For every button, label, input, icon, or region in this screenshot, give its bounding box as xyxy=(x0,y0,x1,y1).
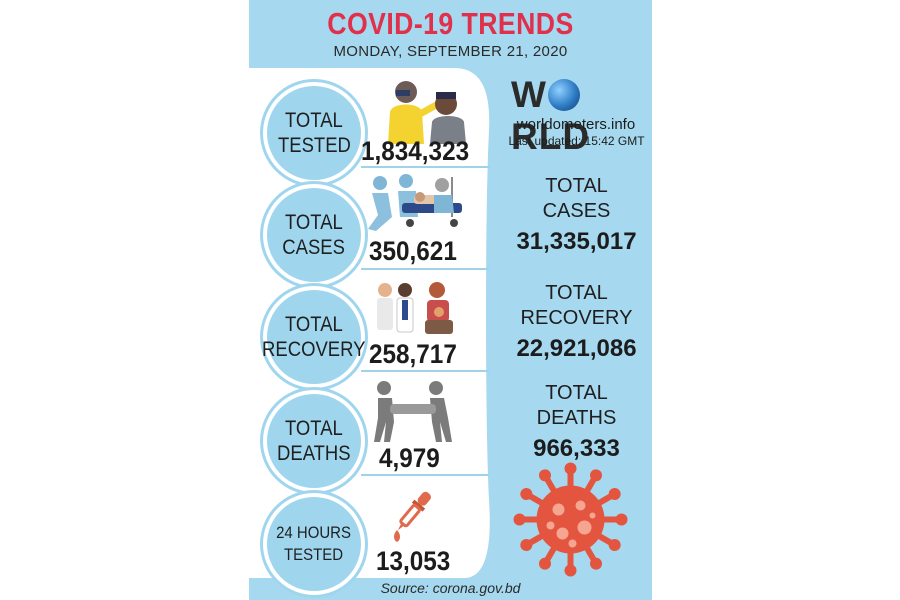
world-recovery-value: 22,921,086 xyxy=(516,335,637,362)
globe-icon xyxy=(547,79,580,111)
label-line: DEATHS xyxy=(277,442,351,465)
label-line: TOTAL xyxy=(285,313,343,336)
bd-total-recovery-value: 258,717 xyxy=(369,339,457,369)
world-deaths-value: 966,333 xyxy=(533,435,620,462)
row-divider xyxy=(361,166,491,168)
label-circle-total-recovery: TOTAL RECOVERY xyxy=(262,286,366,388)
label-circle-total-cases: TOTAL CASES xyxy=(263,184,365,286)
row-divider xyxy=(361,268,489,270)
hospital-stretcher-icon xyxy=(368,174,462,231)
recovery-family-icon xyxy=(377,282,453,334)
row-divider xyxy=(361,370,489,372)
source-caption: Source: corona.gov.bd xyxy=(380,580,521,596)
page-title: COVID-19 TRENDS xyxy=(327,6,574,41)
world-cases-label: TOTAL CASES xyxy=(542,175,611,222)
label-line: CASES xyxy=(282,236,346,259)
covid-infographic: COVID-19 TRENDS MONDAY, SEPTEMBER 21, 20… xyxy=(249,0,652,600)
label-circle-24h-tested: 24 HOURS TESTED xyxy=(263,493,365,595)
label-line: TOTAL xyxy=(285,109,343,132)
label-line: RECOVERY xyxy=(262,338,366,361)
world-recovery-label: TOTAL RECOVERY xyxy=(520,282,633,329)
swab-test-icon xyxy=(388,81,466,144)
label-line: TOTAL xyxy=(285,417,343,440)
stretcher-carry-icon xyxy=(374,381,452,442)
page-date: MONDAY, SEPTEMBER 21, 2020 xyxy=(333,43,568,60)
bd-total-deaths-value: 4,979 xyxy=(379,443,440,473)
label-circle-total-tested: TOTAL TESTED xyxy=(263,82,365,184)
worldometers-logo: WRLD xyxy=(511,74,591,157)
world-source-site: worldometers.info xyxy=(516,116,636,133)
label-line: TOTAL xyxy=(285,211,343,234)
label-line: 24 HOURS xyxy=(276,523,352,542)
bd-total-tested-value: 1,834,323 xyxy=(361,136,470,166)
world-deaths-label: TOTAL DEATHS xyxy=(536,382,617,429)
world-last-updated: Last updated: 15:42 GMT xyxy=(508,134,645,148)
world-cases-value: 31,335,017 xyxy=(516,228,637,255)
row-divider xyxy=(361,474,489,476)
label-line: TESTED xyxy=(277,134,351,157)
bd-24h-tested-value: 13,053 xyxy=(376,546,451,576)
label-circle-total-deaths: TOTAL DEATHS xyxy=(263,390,365,492)
coronavirus-icon xyxy=(513,462,628,577)
label-line: TESTED xyxy=(284,545,344,564)
bd-total-cases-value: 350,621 xyxy=(369,236,457,266)
header: COVID-19 TRENDS MONDAY, SEPTEMBER 21, 20… xyxy=(249,0,652,68)
dropper-icon xyxy=(394,491,431,542)
